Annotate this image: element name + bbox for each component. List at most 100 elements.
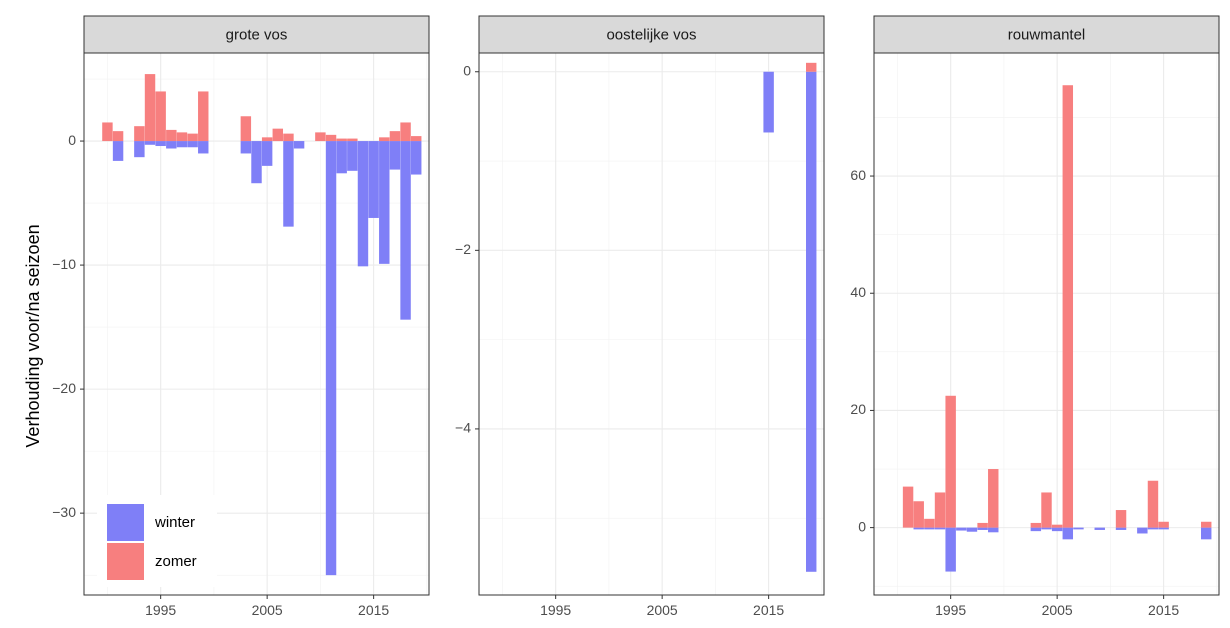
bar-zomer	[389, 131, 401, 142]
bar-winter	[1073, 527, 1084, 530]
bar-zomer	[379, 137, 390, 142]
bar-winter	[1158, 527, 1169, 530]
legend-label-zomer: zomer	[155, 553, 197, 570]
y-tick-label: −2	[455, 241, 471, 257]
bar-winter	[198, 141, 209, 154]
y-tick-label: −20	[52, 380, 76, 396]
bar-zomer	[913, 501, 924, 528]
bar-zomer	[336, 138, 347, 142]
panel-2: oostelijke vos 1995 2005 2015 0 −2 −4	[455, 15, 825, 618]
legend-key-zomer	[107, 543, 144, 580]
facet-title: oostelijke vos	[606, 26, 696, 43]
bar-winter	[763, 71, 774, 133]
bar-winter	[368, 141, 379, 218]
bar-zomer	[934, 492, 946, 528]
x-tick-label: 2015	[753, 602, 784, 618]
y-tick-label: −4	[455, 420, 471, 436]
y-axis-title: Verhouding voor/na seizoen	[23, 224, 43, 447]
y-tick-label: 0	[68, 132, 76, 148]
bar-winter	[251, 141, 262, 184]
bar-winter	[945, 527, 956, 572]
bar-zomer	[347, 138, 358, 142]
bar-winter	[283, 141, 294, 227]
panel-border	[83, 52, 430, 596]
x-tick-label: 2005	[252, 602, 283, 618]
bar-zomer	[1201, 521, 1212, 528]
bar-zomer	[1115, 510, 1127, 528]
bar-zomer	[1147, 480, 1159, 528]
bar-winter	[325, 141, 337, 576]
panel-1: grote vos 1995 2005 2015 0 −10 −20 −30	[52, 15, 430, 618]
bar-zomer	[1051, 524, 1063, 528]
bar-winter	[112, 141, 124, 161]
panel-3: rouwmantel 1995 2005 2015 0 20 40 60	[850, 15, 1220, 618]
bar-zomer	[134, 126, 145, 142]
bar-winter	[379, 141, 390, 264]
bar-zomer	[806, 62, 817, 72]
x-tick-label: 2005	[1042, 602, 1073, 618]
bar-winter	[240, 141, 252, 154]
bar-zomer	[261, 137, 273, 142]
y-tick-label: −10	[52, 256, 76, 272]
bar-winter	[934, 527, 946, 530]
bar-zomer	[945, 395, 956, 528]
y-tick-label: 40	[850, 284, 866, 300]
facet-title: grote vos	[226, 26, 288, 43]
y-tick-label: 0	[858, 518, 866, 534]
bar-winter	[1201, 527, 1212, 540]
legend-label-winter: winter	[154, 514, 195, 531]
bar-winter	[144, 141, 156, 145]
y-tick-label: 0	[463, 62, 471, 78]
bar-winter	[1137, 527, 1148, 534]
bar-winter	[357, 141, 369, 267]
bar-winter	[977, 527, 988, 530]
bar-zomer	[155, 91, 166, 142]
panel-border	[478, 52, 825, 596]
x-tick-label: 1995	[540, 602, 571, 618]
bar-zomer	[1158, 521, 1169, 528]
bar-winter	[913, 527, 924, 530]
bar-winter	[155, 141, 166, 147]
bar-winter	[1041, 527, 1052, 530]
facet-title: rouwmantel	[1008, 26, 1086, 43]
bar-winter	[347, 141, 358, 171]
x-tick-label: 1995	[145, 602, 176, 618]
bar-winter	[1030, 527, 1042, 532]
bar-winter	[924, 527, 935, 530]
x-tick-label: 1995	[935, 602, 966, 618]
bar-zomer	[144, 74, 156, 142]
bar-zomer	[176, 132, 188, 142]
facet-strip	[478, 15, 825, 54]
y-tick-label: 60	[850, 167, 866, 183]
bar-winter	[400, 141, 411, 320]
bar-zomer	[315, 132, 326, 142]
bar-zomer	[187, 133, 198, 142]
bar-winter	[134, 141, 145, 158]
bar-winter	[176, 141, 188, 148]
facet-strip	[83, 15, 430, 54]
bar-winter	[966, 527, 978, 532]
bar-zomer	[1041, 492, 1052, 528]
bar-winter	[389, 141, 401, 170]
panel-border	[873, 52, 1220, 596]
bar-winter	[956, 527, 967, 531]
bar-zomer	[325, 134, 337, 142]
bar-winter	[806, 71, 817, 572]
bar-zomer	[272, 128, 284, 142]
bar-winter	[166, 141, 177, 149]
y-tick-label: −30	[52, 504, 76, 520]
legend-key-winter	[107, 504, 144, 541]
bar-zomer	[988, 469, 999, 528]
plot-area	[479, 53, 824, 595]
bar-winter	[988, 527, 999, 533]
y-tick-label: 20	[850, 401, 866, 417]
bar-zomer	[283, 133, 294, 142]
facet-strip	[873, 15, 1220, 54]
bar-zomer	[977, 522, 988, 528]
bar-winter	[336, 141, 347, 174]
bar-winter	[1147, 527, 1159, 530]
bar-zomer	[102, 122, 113, 142]
x-tick-label: 2015	[358, 602, 389, 618]
